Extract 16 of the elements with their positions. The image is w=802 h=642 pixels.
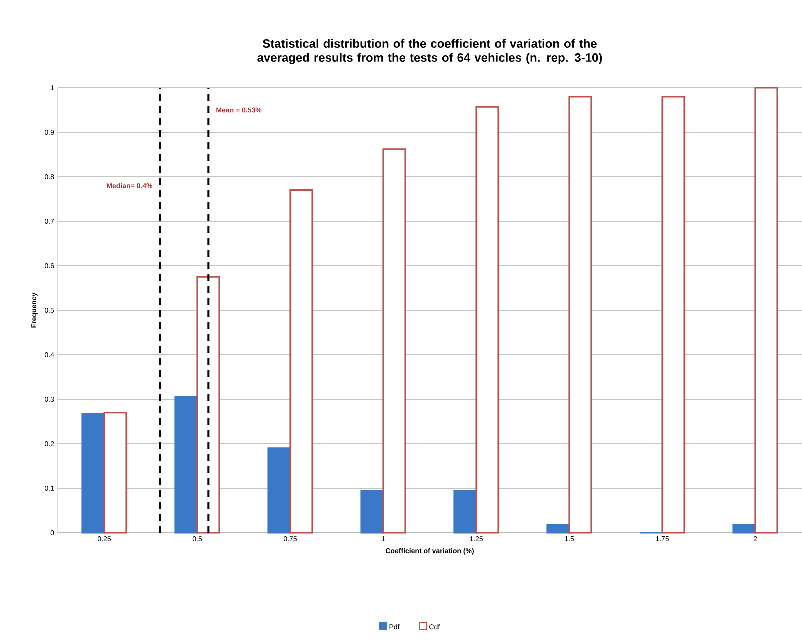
bar — [662, 96, 686, 534]
bar — [568, 96, 592, 534]
bar — [754, 87, 778, 534]
bar — [268, 448, 292, 534]
bar — [454, 490, 478, 534]
bar — [104, 412, 128, 534]
bar — [82, 413, 106, 534]
bar — [174, 396, 198, 534]
bar — [546, 524, 570, 534]
bar — [360, 490, 384, 534]
bar — [196, 276, 220, 534]
chart-title: Statistical distribution of the coefficient of variation of the averaged results from the tests of 64 vehicles (n. rep. 3-10) — [258, 39, 602, 64]
bar — [732, 524, 756, 534]
bar — [290, 190, 314, 534]
bar — [476, 106, 500, 534]
bar — [382, 148, 406, 534]
